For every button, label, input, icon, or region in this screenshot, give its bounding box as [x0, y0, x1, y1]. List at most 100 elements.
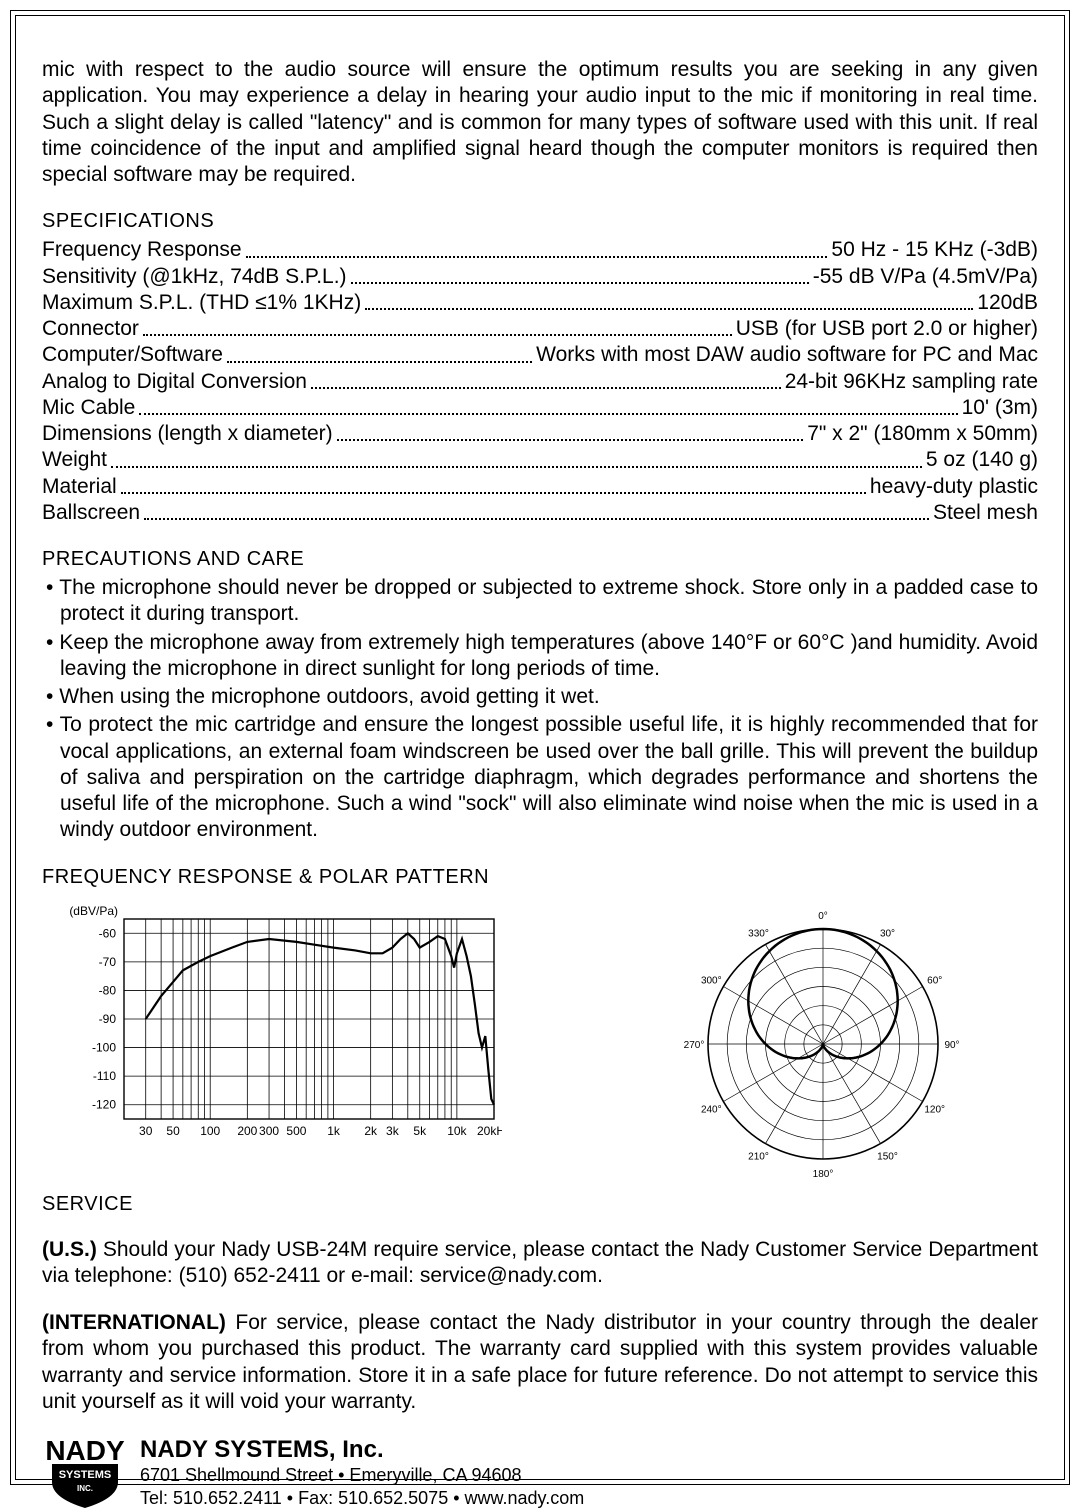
- spec-dots: [337, 421, 804, 441]
- spec-row: Computer/Software Works with most DAW aud…: [42, 342, 1038, 368]
- spec-row: Frequency Response 50 Hz - 15 KHz (-3dB): [42, 237, 1038, 263]
- spec-dots: [365, 290, 973, 310]
- spec-dots: [121, 474, 866, 494]
- spec-dots: [227, 342, 532, 362]
- svg-text:120°: 120°: [924, 1104, 945, 1115]
- service-intl-label: (INTERNATIONAL): [42, 1311, 226, 1334]
- svg-text:10k: 10k: [447, 1124, 467, 1138]
- page-inner-border: mic with respect to the audio source wil…: [15, 15, 1065, 1480]
- svg-text:60°: 60°: [927, 975, 942, 986]
- svg-text:100: 100: [200, 1124, 220, 1138]
- page-outer-border: mic with respect to the audio source wil…: [10, 10, 1070, 1485]
- spec-label: Analog to Digital Conversion: [42, 369, 307, 395]
- spec-label: Ballscreen: [42, 500, 140, 526]
- svg-text:200: 200: [237, 1124, 257, 1138]
- service-heading: SERVICE: [42, 1193, 1038, 1216]
- charts-row: -60-70-80-90-100-110-120(dBV/Pa)30501002…: [42, 899, 1038, 1189]
- spec-dots: [139, 395, 957, 415]
- spec-value: USB (for USB port 2.0 or higher): [736, 316, 1038, 342]
- spec-label: Frequency Response: [42, 237, 242, 263]
- spec-label: Connector: [42, 316, 139, 342]
- svg-text:50: 50: [166, 1124, 180, 1138]
- nady-logo-icon: NADY SYSTEMS INC.: [42, 1436, 128, 1508]
- precaution-item: The microphone should never be dropped o…: [42, 575, 1038, 628]
- svg-text:1k: 1k: [327, 1124, 341, 1138]
- service-us-text: Should your Nady USB-24M require service…: [42, 1238, 1038, 1287]
- svg-text:-70: -70: [99, 954, 117, 968]
- spec-value: Works with most DAW audio software for P…: [536, 342, 1038, 368]
- svg-text:0°: 0°: [818, 911, 828, 922]
- spec-dots: [111, 447, 922, 467]
- svg-text:240°: 240°: [701, 1104, 722, 1115]
- svg-text:2k: 2k: [364, 1124, 378, 1138]
- specifications-list: Frequency Response 50 Hz - 15 KHz (-3dB) S…: [42, 237, 1038, 526]
- svg-text:-60: -60: [99, 926, 117, 940]
- svg-text:NADY: NADY: [45, 1436, 125, 1466]
- svg-text:180°: 180°: [813, 1169, 834, 1180]
- svg-text:300°: 300°: [701, 975, 722, 986]
- svg-text:300: 300: [259, 1124, 279, 1138]
- svg-text:90°: 90°: [944, 1040, 959, 1051]
- svg-text:-120: -120: [92, 1097, 116, 1111]
- svg-text:30°: 30°: [880, 928, 895, 939]
- company-name: NADY SYSTEMS, Inc.: [140, 1436, 584, 1464]
- frequency-heading: FREQUENCY RESPONSE & POLAR PATTERN: [42, 866, 1038, 889]
- svg-text:20kHz: 20kHz: [477, 1124, 502, 1138]
- spec-row: Analog to Digital Conversion 24-bit 96KHz…: [42, 369, 1038, 395]
- company-address-line1: 6701 Shellmound Street • Emeryville, CA …: [140, 1464, 584, 1487]
- spec-value: 5 oz (140 g): [926, 447, 1038, 473]
- spec-value: 7" x 2" (180mm x 50mm): [807, 421, 1038, 447]
- spec-row: Mic Cable 10' (3m): [42, 395, 1038, 421]
- precautions-heading: PRECAUTIONS AND CARE: [42, 548, 1038, 571]
- service-us-paragraph: (U.S.) Should your Nady USB-24M require …: [42, 1237, 1038, 1290]
- spec-dots: [351, 264, 809, 284]
- svg-text:-90: -90: [99, 1012, 117, 1026]
- spec-row: Weight 5 oz (140 g): [42, 447, 1038, 473]
- service-intl-paragraph: (INTERNATIONAL) For service, please cont…: [42, 1310, 1038, 1415]
- service-us-label: (U.S.): [42, 1238, 97, 1261]
- svg-text:5k: 5k: [413, 1124, 427, 1138]
- svg-text:30: 30: [139, 1124, 153, 1138]
- spec-row: Materialheavy-duty plastic: [42, 474, 1038, 500]
- spec-value: 24-bit 96KHz sampling rate: [785, 369, 1038, 395]
- spec-value: 50 Hz - 15 KHz (-3dB): [831, 237, 1038, 263]
- spec-value: 120dB: [977, 290, 1038, 316]
- svg-text:500: 500: [286, 1124, 306, 1138]
- spec-row: Dimensions (length x diameter)7" x 2" (1…: [42, 421, 1038, 447]
- spec-dots: [144, 500, 929, 520]
- svg-text:(dBV/Pa): (dBV/Pa): [69, 904, 118, 918]
- spec-label: Computer/Software: [42, 342, 223, 368]
- spec-value: 10' (3m): [962, 395, 1038, 421]
- svg-text:-100: -100: [92, 1040, 116, 1054]
- frequency-response-chart: -60-70-80-90-100-110-120(dBV/Pa)30501002…: [42, 899, 502, 1149]
- spec-dots: [143, 316, 732, 336]
- svg-text:-80: -80: [99, 983, 117, 997]
- polar-pattern-chart: 0°30°60°90°120°150°180°210°240°270°300°3…: [608, 899, 1038, 1189]
- svg-text:SYSTEMS: SYSTEMS: [59, 1469, 112, 1481]
- specifications-heading: SPECIFICATIONS: [42, 210, 1038, 233]
- spec-label: Material: [42, 474, 117, 500]
- spec-row: Ballscreen Steel mesh: [42, 500, 1038, 526]
- precaution-item: When using the microphone outdoors, avoi…: [42, 684, 1038, 710]
- svg-text:INC.: INC.: [77, 1484, 93, 1493]
- intro-paragraph: mic with respect to the audio source wil…: [42, 57, 1038, 188]
- spec-dots: [311, 369, 781, 389]
- footer-text-block: NADY SYSTEMS, Inc. 6701 Shellmound Stree…: [140, 1436, 584, 1511]
- spec-row: Maximum S.P.L. (THD ≤1% 1KHz)120dB: [42, 290, 1038, 316]
- spec-dots: [246, 237, 828, 257]
- svg-text:210°: 210°: [748, 1151, 769, 1162]
- spec-label: Mic Cable: [42, 395, 135, 421]
- spec-value: -55 dB V/Pa (4.5mV/Pa): [813, 264, 1038, 290]
- svg-text:270°: 270°: [684, 1040, 705, 1051]
- precaution-item: Keep the microphone away from extremely …: [42, 630, 1038, 683]
- spec-label: Sensitivity (@1kHz, 74dB S.P.L.): [42, 264, 347, 290]
- spec-row: Connector USB (for USB port 2.0 or higher…: [42, 316, 1038, 342]
- footer: NADY SYSTEMS INC. NADY SYSTEMS, Inc. 6701 …: [42, 1436, 1038, 1511]
- precautions-list: The microphone should never be dropped o…: [42, 575, 1038, 844]
- spec-label: Weight: [42, 447, 107, 473]
- svg-text:3k: 3k: [386, 1124, 400, 1138]
- svg-text:330°: 330°: [748, 928, 769, 939]
- precaution-item: To protect the mic cartridge and ensure …: [42, 712, 1038, 843]
- spec-value: Steel mesh: [933, 500, 1038, 526]
- company-address-line2: Tel: 510.652.2411 • Fax: 510.652.5075 • …: [140, 1487, 584, 1510]
